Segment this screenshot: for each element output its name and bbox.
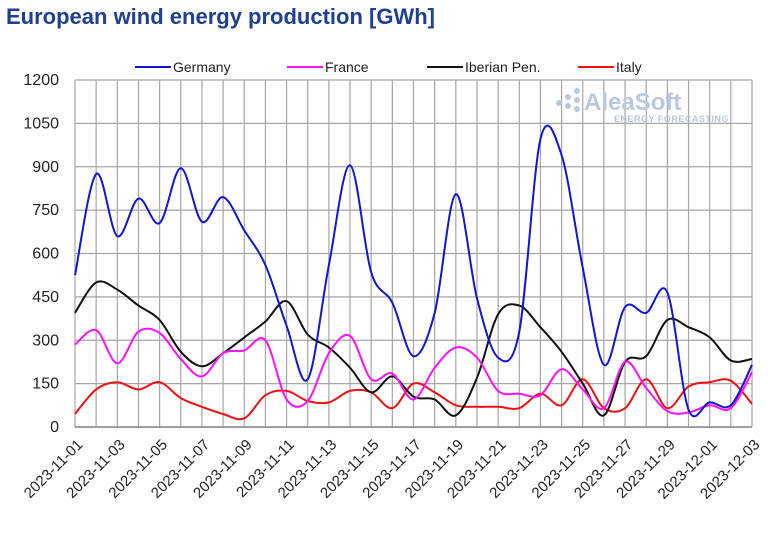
y-tick-label: 300 bbox=[32, 332, 59, 349]
y-tick-label: 600 bbox=[32, 246, 59, 263]
legend: Germany France Iberian Pen. Italy bbox=[135, 59, 642, 75]
series-line-iberian-pen bbox=[74, 280, 753, 417]
y-axis-ticks: 0 150 300 450 600 750 900 1050 1200 bbox=[23, 72, 59, 436]
legend-item: France bbox=[287, 59, 369, 75]
y-tick-label: 750 bbox=[32, 202, 59, 219]
grid-lines bbox=[74, 79, 753, 428]
legend-label: Germany bbox=[173, 59, 231, 75]
y-tick-label: 900 bbox=[32, 159, 59, 176]
legend-item: Italy bbox=[578, 59, 642, 75]
watermark-tagline: ENERGY FORECASTING bbox=[614, 114, 729, 124]
y-tick-label: 0 bbox=[50, 419, 59, 436]
x-axis-ticks: 2023-11-012023-11-032023-11-052023-11-07… bbox=[21, 436, 763, 502]
watermark-brand: AleaSoft bbox=[584, 89, 681, 116]
aleasoft-logo-icon bbox=[556, 88, 580, 112]
chart-title: European wind energy production [GWh] bbox=[6, 4, 435, 29]
series-lines bbox=[74, 124, 753, 421]
legend-label: Italy bbox=[616, 59, 642, 75]
y-tick-label: 1200 bbox=[23, 72, 59, 89]
series-line-france bbox=[74, 327, 753, 415]
y-tick-label: 450 bbox=[32, 289, 59, 306]
aleasoft-watermark: AleaSoft ENERGY FORECASTING bbox=[556, 88, 729, 124]
y-tick-label: 150 bbox=[32, 376, 59, 393]
legend-label: France bbox=[325, 59, 369, 75]
series-line-italy bbox=[74, 378, 753, 421]
y-tick-label: 1050 bbox=[23, 115, 59, 132]
legend-label: Iberian Pen. bbox=[465, 59, 541, 75]
legend-item: Germany bbox=[135, 59, 231, 75]
legend-item: Iberian Pen. bbox=[427, 59, 541, 75]
series-line-germany bbox=[74, 124, 753, 418]
